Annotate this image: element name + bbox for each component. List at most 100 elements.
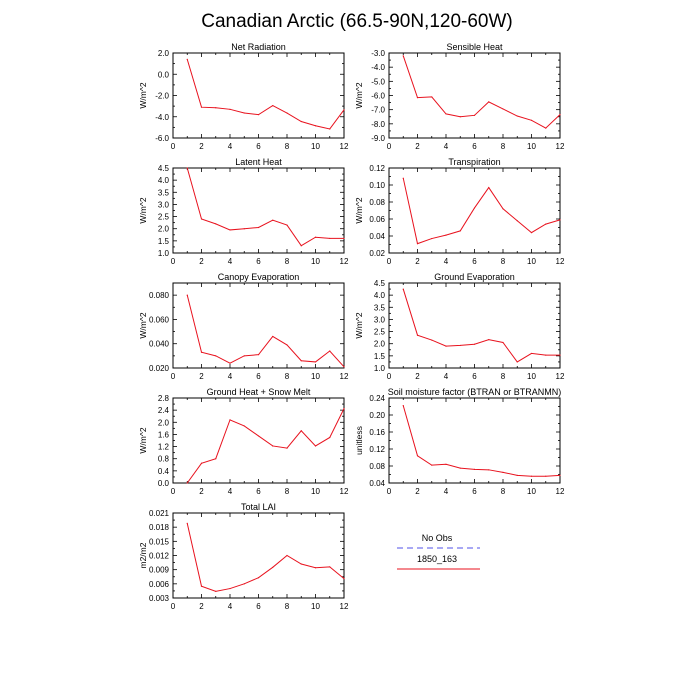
data-point [215,107,217,109]
x-tick-label: 4 [444,142,449,151]
y-tick-label: 0.24 [369,394,385,403]
data-point [402,405,404,407]
data-point [459,467,461,469]
x-tick-label: 8 [501,142,506,151]
x-tick-label: 4 [228,142,233,151]
data-point [257,354,260,356]
x-tick-label: 8 [285,487,290,496]
data-point [445,113,447,115]
data-point [257,577,260,579]
x-tick-label: 10 [527,142,536,151]
y-tick-label: 3.0 [374,315,386,324]
series-line [402,55,561,129]
x-tick-label: 10 [527,487,536,496]
x-tick-label: 12 [340,602,349,611]
y-tick-label: 0.10 [369,181,385,190]
data-point [186,58,188,60]
series-line [186,523,345,592]
y-tick-label: 0.006 [149,580,170,589]
data-point [314,445,317,447]
data-point [300,430,302,432]
y-tick-label: 0.003 [149,594,170,603]
data-point [243,355,245,357]
y-tick-label: 0.080 [149,291,170,300]
data-point [343,366,345,368]
data-point [200,462,203,464]
data-point [473,468,476,470]
series-line [402,288,560,363]
panel-title: Ground Evaporation [434,272,515,282]
y-tick-label: 2.0 [374,340,386,349]
data-point [416,243,419,245]
series-line [402,178,561,245]
y-tick-label: 4.0 [158,176,170,185]
data-point [186,294,188,296]
data-point [272,104,274,107]
data-point [431,339,433,341]
x-tick-label: 4 [228,602,233,611]
y-tick-label: 0.8 [158,455,170,464]
panel-canopy-evaporation: Canopy Evaporation W/m^2 0 2 4 6 8 10 12 0.020 0.0… [138,272,349,381]
data-point [488,338,490,341]
data-point [459,116,461,118]
x-tick-label: 2 [415,372,420,381]
plot-frame [172,397,345,484]
y-tick-label: 0.015 [149,537,170,546]
x-tick-label: 0 [171,487,176,496]
y-tick-label: -6.0 [371,92,385,101]
data-point [488,186,490,189]
y-axis-label: W/m^2 [354,197,364,223]
data-point [530,119,533,121]
data-point [314,361,317,363]
y-tick-label: 0.20 [369,411,385,420]
x-tick-label: 6 [472,257,477,266]
data-point [516,361,518,363]
data-point [402,55,404,57]
data-point [559,114,561,116]
panel-ground-heat-snow-melt: Ground Heat + Snow Melt W/m^2 0 2 4 6 8 10 12 0.0… [138,387,349,496]
data-point [229,362,231,364]
x-tick-label: 6 [256,372,261,381]
y-tick-label: 0.060 [149,315,170,324]
x-tick-label: 6 [256,602,261,611]
x-tick-label: 10 [311,602,320,611]
x-tick-label: 10 [311,487,320,496]
panel-total-lai: Total LAI m2/m2 0 2 4 6 8 10 12 0.003 0.006 0.009 0.… [138,502,349,611]
data-point [516,115,518,117]
panel-title: Sensible Heat [446,42,503,52]
y-tick-label: 0.12 [369,445,385,454]
data-point [257,226,260,229]
y-axis-label: W/m^2 [138,82,148,108]
y-tick-label: -8.0 [371,120,385,129]
data-point [243,228,245,230]
panel-latent-heat: Latent Heat W/m^2 0 2 4 6 8 10 12 1.0 1.5 2.0 2.5 3.0… [138,157,349,266]
x-tick-label: 0 [387,257,392,266]
y-tick-label: 0.012 [149,552,170,561]
y-tick-label: 0.040 [149,340,170,349]
data-point [329,128,331,130]
plot-frame [172,52,345,139]
y-tick-label: -9.0 [371,134,385,143]
y-tick-label: 0.08 [369,462,385,471]
data-point [300,245,302,247]
data-point [343,109,345,111]
series-line [186,59,345,130]
x-tick-label: 0 [387,142,392,151]
panel-soil-moisture-factor-btran-or-btranmn: Soil moisture factor (BTRAN or BTRANMN) u… [354,387,565,496]
data-point [200,351,203,353]
data-point [243,583,245,585]
y-tick-label: -7.0 [371,106,385,115]
x-tick-label: 0 [171,257,176,266]
y-axis-label: W/m^2 [138,312,148,338]
data-point [516,220,518,222]
panel-grid: Net Radiation W/m^2 0 2 4 6 8 10 12 -6.0 -4.0 -2.0 0… [138,42,565,611]
x-tick-label: 12 [340,257,349,266]
x-tick-label: 4 [444,372,449,381]
y-tick-label: 0.018 [149,523,170,532]
x-tick-label: 4 [228,487,233,496]
x-tick-label: 2 [199,602,204,611]
data-point [473,207,476,209]
data-point [229,108,231,110]
plot-frame [388,397,561,484]
